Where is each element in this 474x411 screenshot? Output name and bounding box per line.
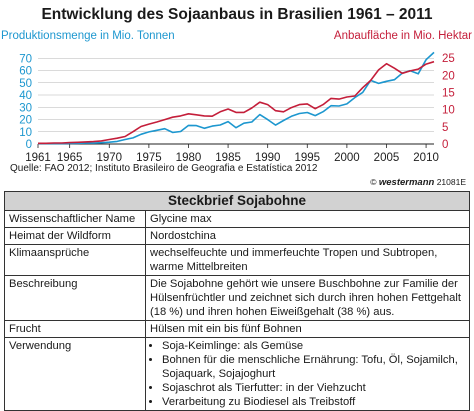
row-value-origin: Nordostchina (145, 227, 470, 245)
production-series-line (38, 51, 435, 145)
right-tick-label: 5 (442, 122, 448, 134)
x-tick-label: 1995 (294, 152, 320, 164)
publisher-name: westermann (378, 177, 435, 188)
left-tick-label: 0 (26, 139, 32, 151)
usage-list: Soja-Keimlinge: als Gemüse Bohnen für di… (150, 339, 465, 409)
fact-sheet-table: Steckbrief Sojabohne Wissenschaftlicher … (4, 191, 470, 411)
copyright-symbol: © (370, 177, 377, 187)
row-key-fruit: Frucht (4, 320, 146, 338)
row-key-usage: Verwendung (4, 337, 146, 411)
x-tick-label: 1961 (25, 152, 51, 164)
row-key-origin: Heimat der Wildform (4, 227, 146, 245)
list-item: Verarbeitung zu Biodiesel als Treibstoff (162, 395, 465, 409)
right-tick-label: 0 (442, 139, 448, 151)
right-axis-label: Anbaufläche in Mio. Hektar (333, 30, 472, 42)
left-tick-label: 20 (19, 115, 32, 127)
x-tick-label: 1970 (96, 152, 122, 164)
left-tick-label: 70 (19, 53, 32, 65)
row-value-scientific-name: Glycine max (145, 210, 470, 228)
chart-title: Entwicklung des Sojaanbaus in Brasilien … (41, 6, 433, 23)
left-tick-label: 60 (19, 66, 32, 78)
x-tick-label: 2000 (334, 152, 360, 164)
publisher-mark: © westermann 21081E (370, 177, 466, 188)
row-key-scientific-name: Wissenschaftlicher Name (4, 210, 146, 228)
table-row: Heimat der Wildform Nordostchina (4, 227, 470, 245)
right-tick-label: 25 (442, 53, 455, 65)
x-tick-label: 1985 (215, 152, 241, 164)
table-row: Verwendung Soja-Keimlinge: als Gemüse Bo… (4, 337, 470, 411)
right-tick-label: 15 (442, 88, 455, 100)
left-tick-label: 50 (19, 78, 32, 90)
left-axis-label: Produktionsmenge in Mio. Tonnen (1, 30, 175, 42)
fact-sheet-title: Steckbrief Sojabohne (4, 191, 470, 211)
row-key-description: Beschreibung (4, 275, 146, 321)
row-value-fruit: Hülsen mit ein bis fünf Bohnen (145, 320, 470, 338)
x-tick-label: 1965 (57, 152, 83, 164)
image-code: 21081E (436, 177, 466, 187)
left-tick-label: 30 (19, 102, 32, 114)
row-key-climate: Klimaansprüche (4, 244, 146, 276)
list-item: Bohnen für die menschliche Ernährung: To… (162, 353, 465, 381)
list-item: Soja-Keimlinge: als Gemüse (162, 339, 465, 353)
row-value-usage: Soja-Keimlinge: als Gemüse Bohnen für di… (145, 337, 470, 411)
x-tick-label: 1990 (255, 152, 281, 164)
left-tick-label: 40 (19, 90, 32, 102)
table-row: Frucht Hülsen mit ein bis fünf Bohnen (4, 320, 470, 338)
x-tick-label: 1980 (176, 152, 202, 164)
right-tick-label: 10 (442, 105, 455, 117)
row-value-description: Die Sojabohne gehört wie unsere Buschboh… (145, 275, 470, 321)
table-row: Klimaansprüche wechselfeuchte und immerf… (4, 244, 470, 276)
x-tick-label: 2010 (413, 152, 439, 164)
table-row: Beschreibung Die Sojabohne gehört wie un… (4, 275, 470, 321)
row-value-climate: wechselfeuchte und immerfeuchte Tropen u… (145, 244, 470, 276)
source-note: Quelle: FAO 2012; Instituto Brasileiro d… (10, 163, 318, 174)
right-tick-label: 20 (442, 70, 455, 82)
left-tick-label: 10 (19, 127, 32, 139)
table-row: Wissenschaftlicher Name Glycine max (4, 210, 470, 228)
area-series-line (38, 60, 435, 145)
x-tick-label: 1975 (136, 152, 162, 164)
fact-sheet-header-row: Steckbrief Sojabohne (4, 191, 470, 211)
list-item: Sojaschrot als Tierfutter: in der Viehzu… (162, 381, 465, 395)
x-tick-label: 2005 (374, 152, 400, 164)
